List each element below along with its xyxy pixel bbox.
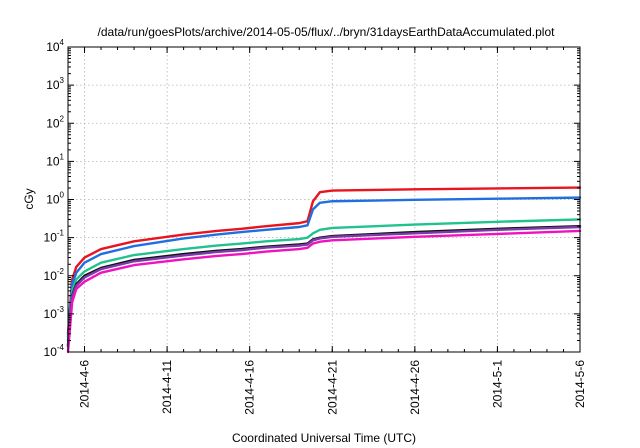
y-tick-label: 10-4 [44, 343, 65, 359]
series-line [66, 229, 582, 354]
y-tick-label: 100 [46, 191, 64, 207]
x-tick-label: 2014-4-16 [243, 360, 257, 415]
y-tick-label: 104 [46, 38, 64, 54]
x-tick-labels: 2014-4-6 2014-4-11 2014-4-16 2014-4-21 2014-… [78, 360, 588, 415]
x-tick-label: 2014-4-11 [160, 360, 174, 414]
series-line [66, 196, 582, 339]
y-tick-labels: 10-4 10-3 10-2 10-1 100 101 102 103 104 [44, 38, 65, 359]
y-tick-label: 10-3 [44, 305, 65, 321]
series-line [66, 218, 582, 342]
y-axis-title: cGy [22, 188, 36, 209]
series-line [66, 186, 582, 336]
x-tick-label: 2014-4-21 [325, 360, 339, 415]
x-tick-label: 2014-4-6 [78, 360, 92, 408]
x-axis-title: Coordinated Universal Time (UTC) [232, 431, 416, 445]
y-tick-label: 102 [46, 114, 64, 130]
chart-title: /data/run/goesPlots/archive/2014-05-05/f… [98, 25, 556, 39]
series-line [66, 225, 582, 348]
y-tick-label: 103 [46, 76, 64, 92]
series-lines [66, 186, 582, 354]
y-tick-label: 10-1 [44, 229, 65, 245]
y-tick-label: 101 [46, 152, 64, 168]
y-tick-label: 10-2 [44, 267, 65, 283]
x-tick-label: 2014-4-26 [408, 360, 422, 415]
axis-ticks [68, 46, 581, 353]
x-tick-label: 2014-5-6 [573, 360, 587, 408]
x-tick-label: 2014-5-1 [490, 360, 504, 408]
